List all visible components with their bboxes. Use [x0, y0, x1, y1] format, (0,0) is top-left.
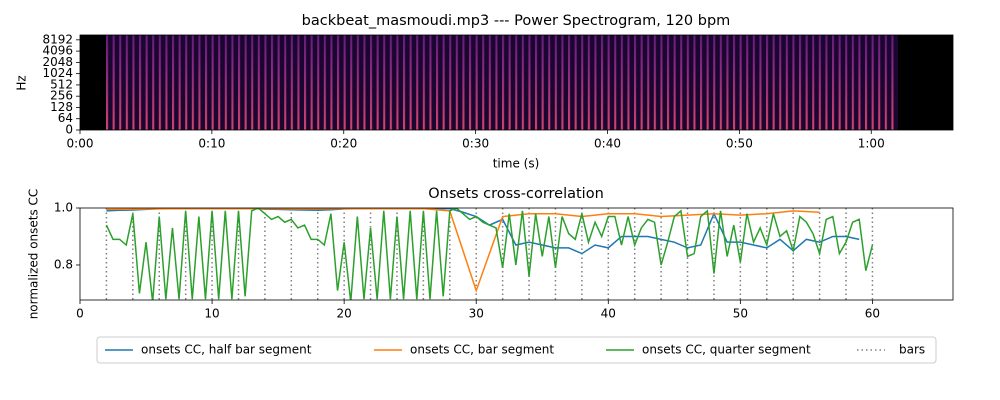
y-tick-label: 128 — [50, 100, 73, 114]
x-axis-label: time (s) — [493, 157, 540, 171]
x-tick-label: 0:50 — [726, 137, 753, 151]
x-tick-label: 30 — [469, 307, 484, 321]
chart-title: backbeat_masmoudi.mp3 --- Power Spectrog… — [302, 13, 731, 29]
y-tick-label: 2048 — [42, 55, 73, 69]
spectrogram-image — [106, 35, 898, 130]
y-tick-label: 1.0 — [54, 201, 73, 215]
legend-frame — [96, 336, 937, 364]
x-tick-label: 60 — [865, 307, 880, 321]
axes-frame — [79, 34, 954, 131]
axes-frame — [79, 207, 954, 301]
legend-label: onsets CC, bar segment — [410, 343, 554, 357]
y-tick-label: 0.8 — [54, 257, 73, 271]
legend-label: onsets CC, half bar segment — [141, 343, 312, 357]
y-axis-label: Hz — [15, 75, 29, 90]
x-tick-label: 0:10 — [198, 137, 225, 151]
x-tick-label: 1:00 — [858, 137, 885, 151]
series-line — [106, 208, 820, 293]
y-tick-label: 512 — [50, 77, 73, 91]
legend-label: onsets CC, quarter segment — [642, 343, 811, 357]
y-tick-label: 0 — [65, 123, 73, 137]
y-tick-label: 256 — [50, 89, 73, 103]
x-tick-label: 0 — [76, 307, 84, 321]
plot-area — [105, 208, 874, 300]
y-tick-label: 4096 — [42, 44, 73, 58]
legend-label: bars — [899, 343, 925, 357]
y-tick-label: 1024 — [42, 66, 73, 80]
x-tick-label: 40 — [601, 307, 616, 321]
x-tick-label: 50 — [733, 307, 748, 321]
x-tick-label: 0:00 — [67, 137, 94, 151]
series-line — [105, 208, 874, 300]
y-tick-label: 64 — [58, 111, 73, 125]
x-tick-label: 0:30 — [462, 137, 489, 151]
y-tick-label: 8192 — [42, 32, 73, 46]
x-tick-label: 10 — [204, 307, 219, 321]
y-axis-label: normalized onsets CC — [27, 189, 41, 320]
x-tick-label: 20 — [337, 307, 352, 321]
x-tick-label: 0:40 — [594, 137, 621, 151]
chart-title: Onsets cross-correlation — [428, 186, 604, 202]
x-tick-label: 0:20 — [330, 137, 357, 151]
